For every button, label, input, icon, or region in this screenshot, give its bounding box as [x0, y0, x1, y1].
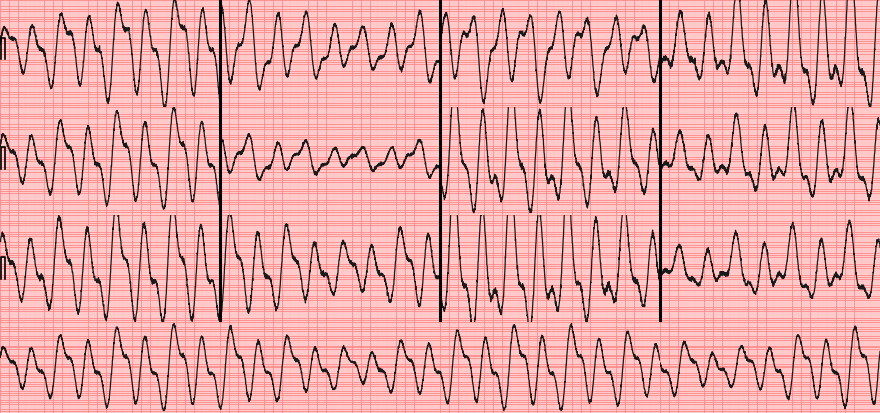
- Text: V1: V1: [447, 192, 461, 202]
- Text: aVL: aVL: [227, 299, 247, 309]
- Text: V4: V4: [667, 192, 681, 202]
- Text: V6: V6: [667, 406, 681, 413]
- Text: I: I: [4, 192, 8, 202]
- Text: V5: V5: [667, 299, 681, 309]
- Text: II: II: [4, 299, 11, 309]
- Text: aVR: aVR: [227, 192, 248, 202]
- Text: III: III: [4, 406, 15, 413]
- Text: aVF: aVF: [227, 406, 247, 413]
- Text: V2: V2: [447, 299, 461, 309]
- Text: V3: V3: [447, 406, 461, 413]
